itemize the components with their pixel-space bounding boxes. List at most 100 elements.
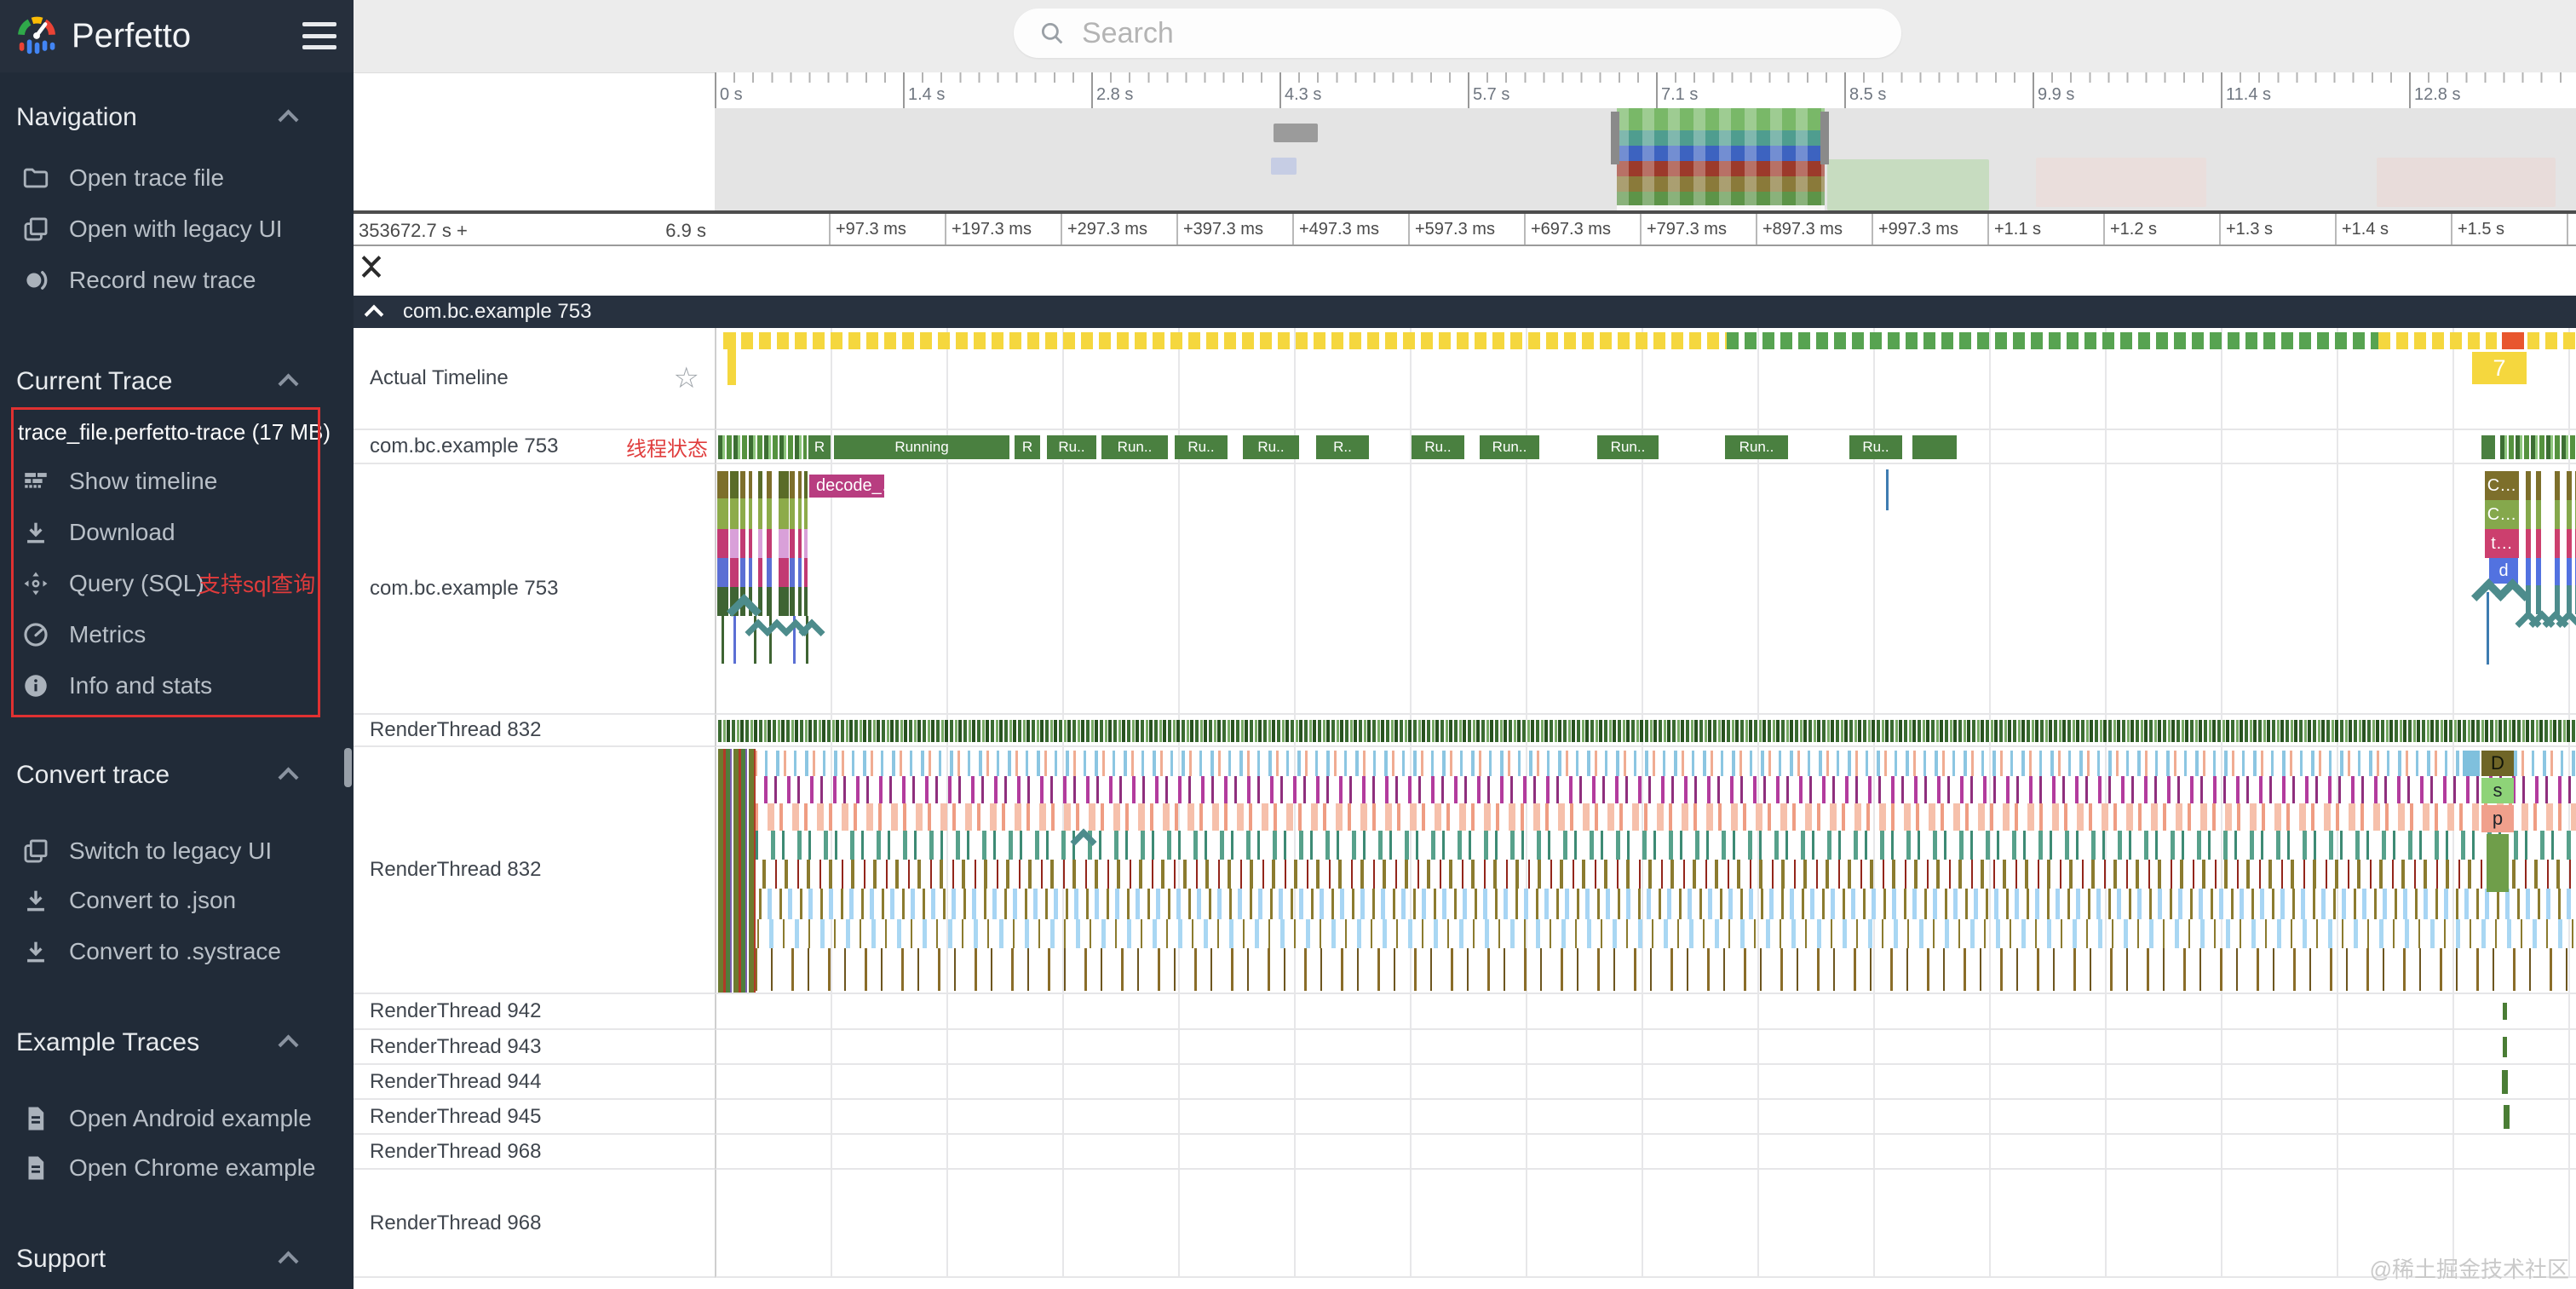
track-label-rt943[interactable]: RenderThread 943 <box>354 1030 715 1065</box>
sidebar-item-convert-json[interactable]: Convert to .json <box>0 876 354 925</box>
track-canvas-rt832-slices[interactable]: D s p <box>715 747 2576 994</box>
process-group-header[interactable]: com.bc.example 753 <box>354 296 2576 328</box>
slice-column[interactable] <box>740 471 745 616</box>
track-canvas-main-thread-state[interactable]: R Running R Ru.. Run.. Ru.. Ru.. R.. Ru.… <box>715 430 2576 464</box>
slice-column[interactable] <box>2526 471 2531 614</box>
slice[interactable] <box>2504 1105 2510 1129</box>
track-label-rt968-slices[interactable]: RenderThread 968 <box>354 1170 715 1278</box>
sidebar-item-convert-systrace[interactable]: Convert to .systrace <box>0 927 354 976</box>
slice-column[interactable] <box>779 471 789 616</box>
slice[interactable] <box>2503 1037 2507 1057</box>
jank-count-badge[interactable]: 7 <box>2472 352 2527 384</box>
track-label-rt968[interactable]: RenderThread 968 <box>354 1135 715 1170</box>
thread-state-slice[interactable] <box>1912 435 1957 459</box>
slice[interactable]: t… <box>2485 529 2519 558</box>
track-canvas-main-thread-slices[interactable]: decode_… C… C… t… d <box>715 464 2576 715</box>
slice[interactable] <box>2502 1070 2508 1094</box>
sidebar-item-query-sql[interactable]: Query (SQL) <box>0 559 354 608</box>
slice-column[interactable] <box>790 471 795 616</box>
thread-state-slice[interactable]: Run.. <box>1725 435 1788 459</box>
slice[interactable]: s <box>2481 778 2514 803</box>
thread-state-slices[interactable] <box>718 435 807 459</box>
track-label-main-thread-state[interactable]: com.bc.example 753 线程状态 <box>354 430 715 464</box>
slice-column[interactable] <box>767 471 772 616</box>
thread-state-slices[interactable] <box>2500 435 2576 459</box>
thread-state-slice[interactable] <box>2481 435 2495 459</box>
slice[interactable]: p <box>2481 805 2514 832</box>
sidebar-item-info-stats[interactable]: Info and stats <box>0 661 354 711</box>
track-label-main-thread-slices[interactable]: com.bc.example 753 <box>354 464 715 715</box>
slice-column[interactable] <box>2567 471 2572 614</box>
slice[interactable]: C… <box>2485 471 2519 500</box>
track-canvas-rt968-slices[interactable] <box>715 1170 2576 1278</box>
search-bar[interactable] <box>1014 9 1901 58</box>
viewport-left-handle[interactable] <box>1611 112 1619 164</box>
track-canvas-rt832-state[interactable] <box>715 715 2576 747</box>
slice-decode[interactable]: decode_… <box>809 475 884 498</box>
thread-state-slice[interactable]: Run.. <box>1597 435 1659 459</box>
sidebar-item-open-trace-file[interactable]: Open trace file <box>0 153 354 203</box>
track-canvas-rt968[interactable] <box>715 1135 2576 1170</box>
slice[interactable] <box>2503 1003 2507 1020</box>
section-navigation[interactable]: Navigation <box>16 101 336 135</box>
thread-state-slice[interactable]: Running <box>834 435 1009 459</box>
slice-column[interactable] <box>804 471 808 616</box>
section-title: Navigation <box>16 103 137 131</box>
section-convert-trace[interactable]: Convert trace <box>16 758 336 792</box>
track-label-rt944[interactable]: RenderThread 944 <box>354 1065 715 1100</box>
trace-overview-minimap[interactable] <box>715 108 2576 214</box>
slice[interactable]: d <box>2489 558 2518 584</box>
thread-state-slice[interactable]: Run.. <box>1101 435 1168 459</box>
track-canvas-actual-timeline[interactable]: 7 <box>715 328 2576 430</box>
track-label-rt832-state[interactable]: RenderThread 832 <box>354 715 715 747</box>
slice-column[interactable] <box>717 471 728 616</box>
track-canvas-rt945[interactable] <box>715 1100 2576 1135</box>
search-input[interactable] <box>1080 15 1850 51</box>
section-support[interactable]: Support <box>16 1242 336 1276</box>
viewport-right-handle[interactable] <box>1820 112 1829 164</box>
track-label-rt832-slices[interactable]: RenderThread 832 <box>354 747 715 994</box>
thread-state-slice[interactable]: Ru.. <box>1047 435 1096 459</box>
sidebar-item-metrics[interactable]: Metrics <box>0 610 354 659</box>
sidebar-item-record-new-trace[interactable]: Record new trace <box>0 256 354 305</box>
sidebar-item-chrome-example[interactable]: Open Chrome example <box>0 1143 354 1193</box>
slice-column[interactable] <box>2536 471 2541 614</box>
sidebar-item-android-example[interactable]: Open Android example <box>0 1094 354 1143</box>
track-canvas-rt944[interactable] <box>715 1065 2576 1100</box>
menu-icon[interactable] <box>302 22 336 49</box>
slice-column[interactable] <box>749 471 752 616</box>
slice-column[interactable] <box>758 471 762 616</box>
thread-state-slice[interactable]: R.. <box>1316 435 1369 459</box>
expand-all-icon[interactable] <box>361 265 382 285</box>
star-icon[interactable]: ☆ <box>673 362 699 394</box>
sidebar-item-download[interactable]: Download <box>0 508 354 557</box>
section-current-trace[interactable]: Current Trace <box>16 365 336 399</box>
track-canvas-rt942[interactable] <box>715 994 2576 1030</box>
slice-column[interactable] <box>798 471 802 616</box>
thread-state-slice[interactable]: Run.. <box>1480 435 1539 459</box>
thread-state-slice[interactable]: R <box>1015 435 1040 459</box>
slice-column[interactable] <box>730 471 739 616</box>
track-label-actual-timeline[interactable]: Actual Timeline ☆ <box>354 328 715 430</box>
track-label-rt945[interactable]: RenderThread 945 <box>354 1100 715 1135</box>
slice[interactable]: C… <box>2485 500 2519 529</box>
time-ruler[interactable]: 0 s 1.4 s 2.8 s 4.3 s 5.7 s 7.1 s 8.5 s … <box>715 72 2576 109</box>
section-example-traces[interactable]: Example Traces <box>16 1026 336 1060</box>
sidebar-item-switch-legacy[interactable]: Switch to legacy UI <box>0 826 354 876</box>
thread-state-slice[interactable]: Ru.. <box>1849 435 1902 459</box>
thread-state-slice[interactable]: Ru.. <box>1175 435 1228 459</box>
jank-slice-red[interactable] <box>2502 332 2524 349</box>
slice[interactable]: D <box>2481 751 2514 776</box>
track-label-rt942[interactable]: RenderThread 942 <box>354 994 715 1030</box>
track-canvas-rt943[interactable] <box>715 1030 2576 1065</box>
sidebar-scrollbar-thumb[interactable] <box>344 748 352 787</box>
thread-state-slice[interactable]: Ru.. <box>1412 435 1464 459</box>
slice[interactable] <box>2487 834 2509 892</box>
sidebar-item-open-legacy[interactable]: Open with legacy UI <box>0 204 354 254</box>
thread-state-slice[interactable]: R <box>808 435 831 459</box>
jank-slice-yellow[interactable] <box>727 332 736 385</box>
thread-state-slice[interactable]: Ru.. <box>1243 435 1299 459</box>
slice-column[interactable] <box>2555 471 2560 614</box>
slice[interactable] <box>2463 751 2480 776</box>
sidebar-item-show-timeline[interactable]: Show timeline <box>0 457 354 506</box>
